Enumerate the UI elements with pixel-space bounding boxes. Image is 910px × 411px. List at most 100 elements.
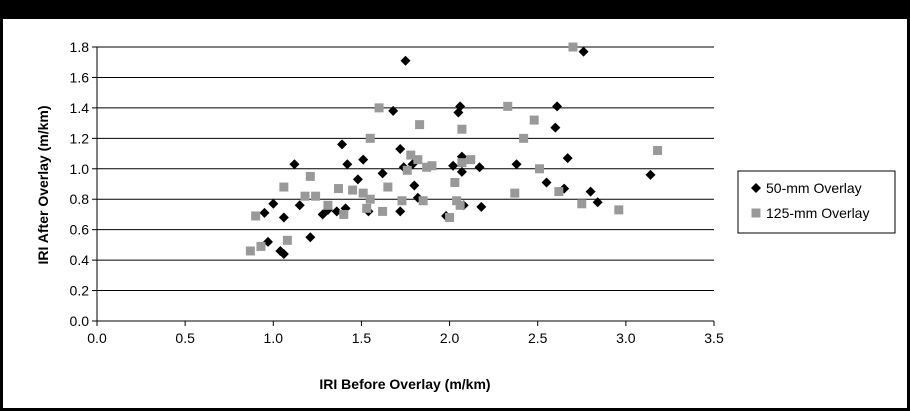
axes: [96, 47, 714, 322]
data-point-125mm: [256, 241, 266, 251]
data-point-125mm: [519, 133, 529, 143]
data-point-50mm: [455, 101, 466, 112]
data-point-125mm: [534, 164, 544, 174]
y-tick-label: 1.2: [70, 130, 90, 146]
data-point-125mm: [406, 150, 416, 160]
data-point-50mm: [305, 232, 316, 243]
data-point-125mm: [422, 162, 432, 172]
data-point-50mm: [562, 153, 573, 164]
y-tick-labels: 0.0 0.2 0.4 0.6 0.8 1.0 1.2 1.4 1.6 1.8: [70, 39, 90, 329]
x-tick-labels: 0.0 0.5 1.0 1.5 2.0 2.5 3.0 3.5: [87, 330, 724, 346]
data-point-50mm: [511, 159, 522, 170]
data-point-125mm: [427, 161, 437, 171]
data-point-125mm: [614, 205, 624, 215]
data-point-125mm: [374, 103, 384, 113]
data-point-50mm: [456, 166, 467, 177]
data-point-125mm: [358, 188, 368, 198]
y-tick-label: 1.6: [70, 69, 90, 85]
data-point-125mm: [300, 191, 310, 201]
legend-marker: [751, 208, 761, 218]
data-point-125mm: [568, 42, 578, 52]
data-point-50mm: [352, 174, 363, 185]
data-point-50mm: [474, 162, 485, 173]
gridlines: [92, 46, 715, 326]
data-point-125mm: [334, 184, 344, 194]
data-point-50mm: [476, 201, 487, 212]
data-point-125mm: [418, 196, 428, 206]
data-point-50mm: [448, 160, 459, 171]
data-point-50mm: [289, 159, 300, 170]
data-point-125mm: [466, 155, 476, 165]
data-point-125mm: [282, 235, 292, 245]
legend: 50-mm Overlay 125-mm Overlay: [737, 170, 896, 234]
y-tick-label: 0.2: [70, 283, 90, 299]
data-point-125mm: [339, 209, 349, 219]
data-point-125mm: [554, 187, 564, 197]
data-point-125mm: [510, 188, 520, 198]
legend-marker: [751, 183, 761, 193]
y-tick-label: 0.8: [70, 191, 90, 207]
data-point-50mm: [268, 198, 279, 209]
data-point-125mm: [413, 155, 423, 165]
x-tick-label: 2.0: [440, 330, 460, 346]
legend-label: 125-mm Overlay: [766, 205, 869, 221]
data-point-50mm: [259, 207, 270, 218]
data-point-50mm: [331, 206, 342, 217]
x-tick-label: 0.0: [87, 330, 107, 346]
data-point-50mm: [395, 206, 406, 217]
data-point-125mm: [383, 182, 393, 192]
data-point-50mm: [541, 177, 552, 188]
data-point-50mm: [337, 139, 348, 150]
data-points: [245, 42, 663, 260]
data-point-50mm: [262, 236, 273, 247]
data-point-125mm: [362, 203, 372, 213]
series-50mm: [259, 46, 656, 260]
data-point-125mm: [653, 146, 663, 156]
data-point-125mm: [245, 246, 255, 256]
data-point-50mm: [645, 169, 656, 180]
data-point-125mm: [503, 101, 513, 111]
data-point-125mm: [378, 206, 388, 216]
x-tick-label: 3.5: [704, 330, 724, 346]
x-tick-label: 3.0: [616, 330, 636, 346]
data-point-50mm: [395, 143, 406, 154]
data-point-50mm: [278, 249, 289, 260]
data-point-125mm: [402, 165, 412, 175]
data-point-125mm: [279, 182, 289, 192]
data-point-50mm: [342, 159, 353, 170]
data-point-50mm: [592, 197, 603, 208]
data-point-125mm: [577, 199, 587, 209]
y-tick-label: 1.0: [70, 161, 90, 177]
data-point-125mm: [452, 196, 462, 206]
data-point-50mm: [585, 186, 596, 197]
data-point-125mm: [251, 211, 261, 221]
data-point-125mm: [348, 185, 358, 195]
data-point-125mm: [311, 191, 321, 201]
data-point-50mm: [578, 46, 589, 57]
y-axis-title: IRI After Overlay (m/km): [35, 106, 51, 265]
data-point-125mm: [529, 115, 539, 125]
data-point-50mm: [400, 55, 411, 66]
y-tick-label: 0.0: [70, 313, 90, 329]
data-point-50mm: [552, 101, 563, 112]
data-point-50mm: [377, 168, 388, 179]
data-point-125mm: [455, 200, 465, 210]
x-tick-label: 1.0: [264, 330, 284, 346]
data-point-50mm: [409, 180, 420, 191]
data-point-50mm: [550, 122, 561, 133]
x-tick-label: 1.5: [352, 330, 372, 346]
data-point-50mm: [358, 154, 369, 165]
x-tick-label: 0.5: [175, 330, 195, 346]
data-point-125mm: [323, 200, 333, 210]
y-tick-label: 1.8: [70, 39, 90, 55]
legend-label: 50-mm Overlay: [766, 180, 862, 196]
series-125mm: [245, 42, 663, 256]
x-tick-label: 2.5: [528, 330, 548, 346]
data-point-50mm: [278, 212, 289, 223]
data-point-125mm: [415, 120, 425, 130]
y-tick-label: 1.4: [70, 100, 90, 116]
data-point-125mm: [365, 133, 375, 143]
legend-box: [737, 170, 896, 234]
x-axis-title: IRI Before Overlay (m/km): [319, 376, 490, 392]
